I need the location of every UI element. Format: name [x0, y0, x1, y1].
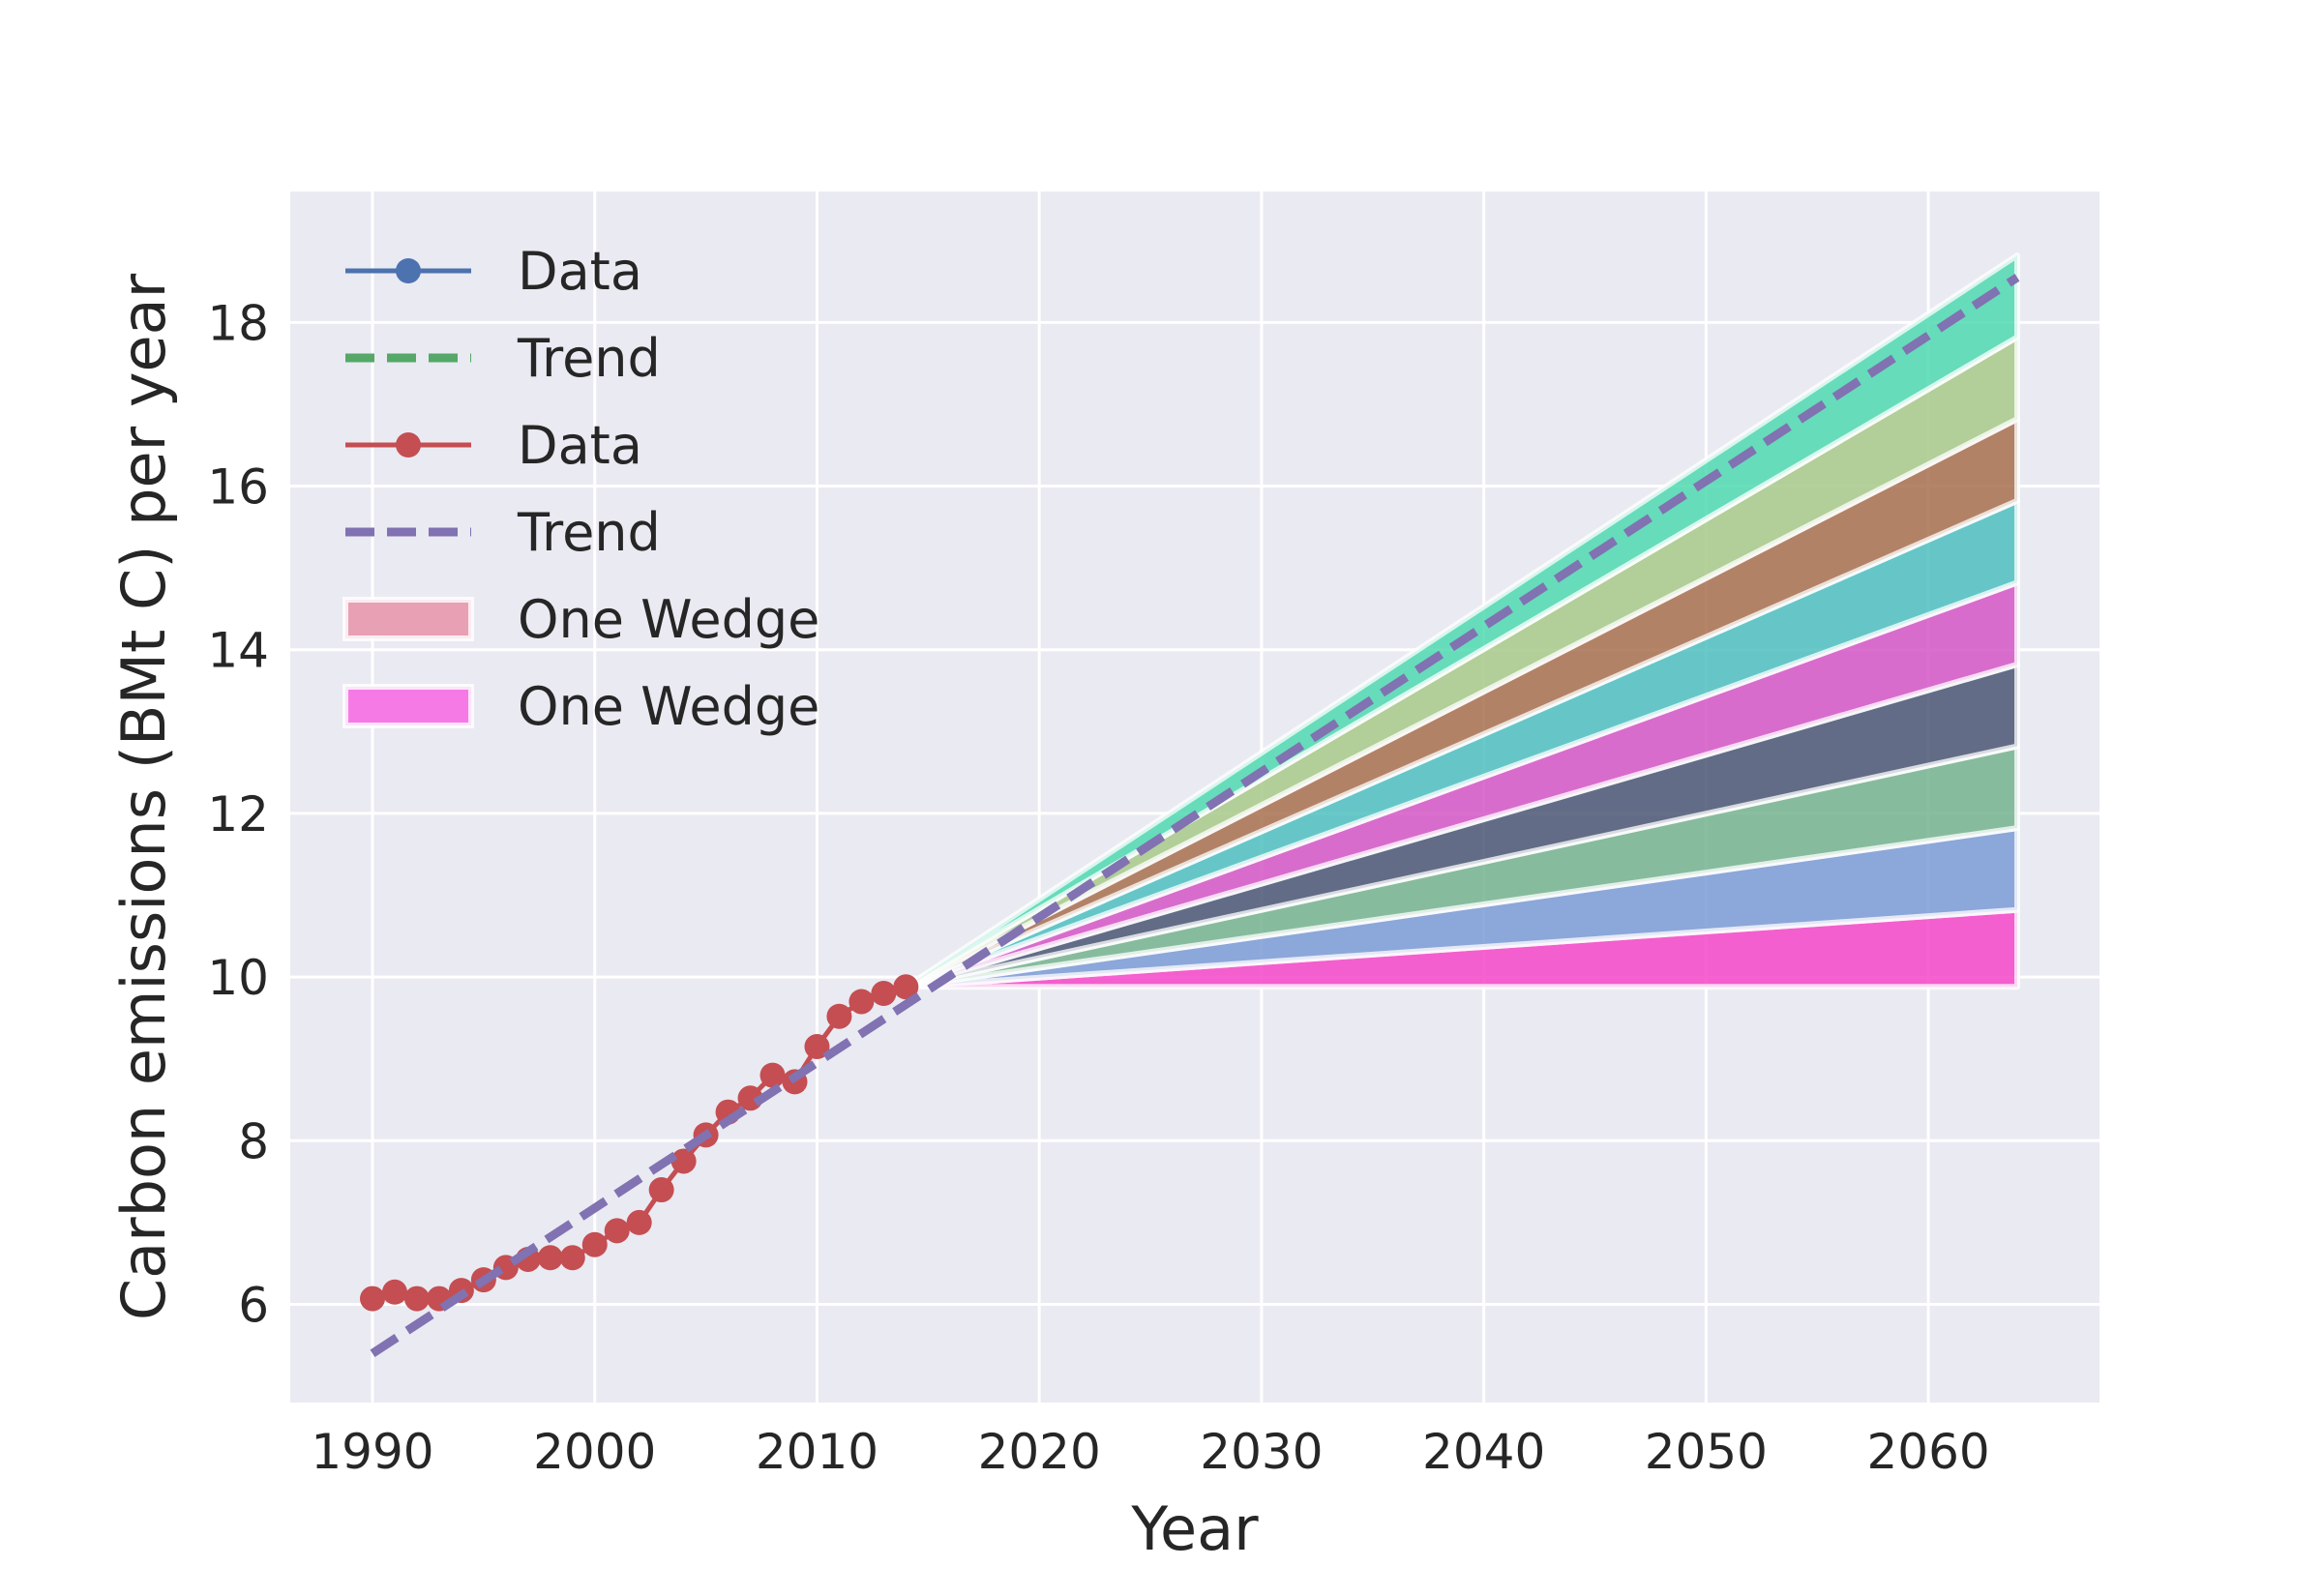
x-tick-label: 2050	[1645, 1424, 1768, 1480]
legend-marker-swatch	[396, 258, 421, 283]
x-tick-label: 2020	[978, 1424, 1101, 1480]
x-tick-label: 1990	[311, 1424, 433, 1480]
data-point	[848, 989, 875, 1015]
legend-label: One Wedge	[518, 676, 819, 737]
y-tick-label: 12	[207, 786, 269, 842]
y-tick-label: 6	[238, 1277, 269, 1333]
data-point	[381, 1279, 407, 1305]
legend-item: One Wedge	[342, 589, 819, 650]
legend-label: Trend	[517, 328, 661, 389]
x-tick-label: 2060	[1866, 1424, 1989, 1480]
y-tick-label: 18	[207, 295, 269, 351]
legend-label: Trend	[517, 502, 661, 563]
y-tick-label: 14	[207, 623, 269, 679]
trend-line	[370, 274, 2020, 1358]
wedge-areas	[903, 251, 2020, 990]
legend-marker-swatch	[396, 432, 421, 458]
data-point	[581, 1231, 608, 1257]
data-point	[626, 1209, 652, 1235]
wedge-area	[903, 251, 2020, 990]
data-point	[804, 1034, 830, 1060]
data-point	[871, 981, 897, 1007]
y-tick-label: 8	[238, 1113, 269, 1169]
legend-patch-swatch	[342, 684, 474, 728]
legend-patch-swatch	[342, 597, 474, 641]
legend: Data Trend Data Trend One Wedge One Wedge	[342, 241, 819, 737]
data-point	[537, 1245, 563, 1271]
legend-item: Trend	[345, 502, 661, 563]
data-point	[559, 1245, 585, 1271]
data-point	[604, 1218, 630, 1244]
x-tick-label: 2030	[1200, 1424, 1323, 1480]
y-tick-label: 10	[207, 950, 269, 1006]
y-axis-title: Carbon emissions (BMt C) per year	[108, 273, 179, 1320]
legend-label: Data	[518, 415, 642, 476]
data-point	[670, 1148, 697, 1174]
data-point	[759, 1062, 786, 1088]
legend-item: One Wedge	[342, 676, 819, 737]
y-tick-labels: 6 8 10 12 14 16 18	[207, 295, 269, 1333]
x-tick-labels: 1990 2000 2010 2020 2030 2040 2050 2060	[311, 1424, 1989, 1480]
legend-item: Data	[345, 241, 642, 302]
x-tick-label: 2010	[756, 1424, 878, 1480]
legend-item: Data	[345, 415, 642, 476]
legend-label: Data	[518, 241, 642, 302]
y-tick-label: 16	[207, 459, 269, 516]
legend-label: One Wedge	[518, 589, 819, 650]
data-point	[360, 1286, 385, 1312]
trend-series	[370, 274, 2020, 1358]
data-point	[826, 1003, 852, 1029]
x-axis-title: Year	[1130, 1493, 1259, 1564]
x-tick-label: 2000	[533, 1424, 656, 1480]
data-point	[403, 1286, 430, 1312]
legend-item: Trend	[345, 328, 661, 389]
data-point	[893, 974, 919, 1000]
x-tick-label: 2040	[1422, 1424, 1545, 1480]
data-point	[648, 1177, 674, 1203]
